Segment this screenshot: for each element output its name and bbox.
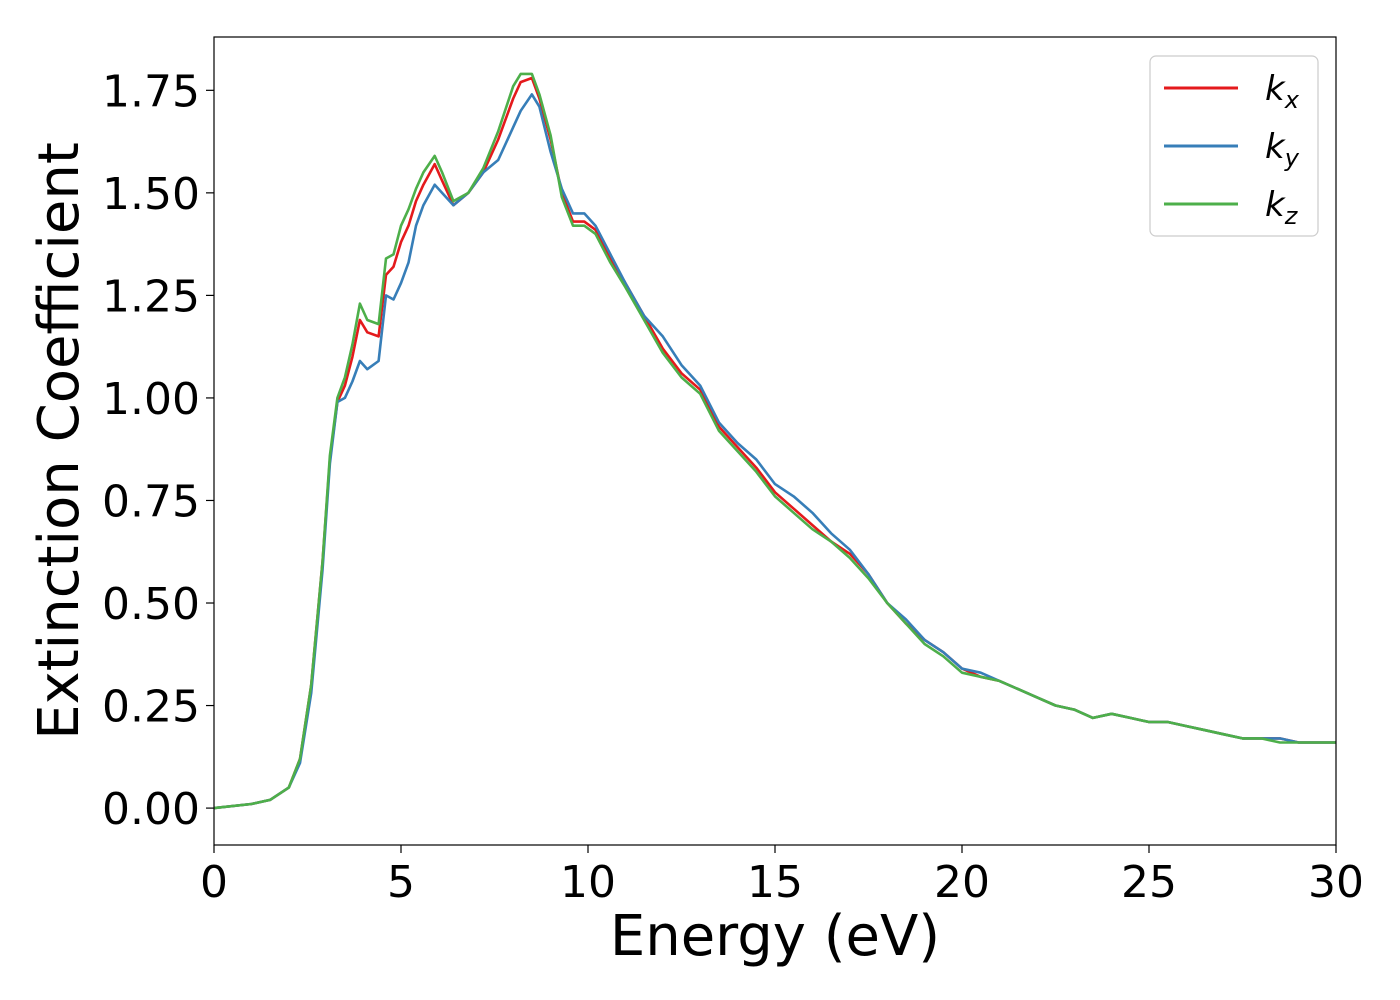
legend-label-z: kz: [1265, 185, 1299, 230]
x-tick-label: 15: [747, 857, 803, 908]
x-tick-label: 10: [560, 857, 616, 908]
y-tick-label: 1.50: [102, 169, 200, 220]
y-tick-label: 1.75: [102, 66, 200, 117]
series-line-z: [213, 72, 1336, 810]
x-tick-label: 30: [1308, 857, 1364, 908]
y-tick-label: 0.50: [102, 579, 200, 630]
x-axis-label: Energy (eV): [610, 904, 940, 969]
x-tick-label: 0: [200, 857, 228, 908]
series-layer: [213, 72, 1336, 810]
x-tick-label: 5: [387, 857, 415, 908]
legend-label-x: kx: [1265, 69, 1300, 114]
y-axis: 0.00 0.25 0.50 0.75 1.00 1.25 1.50 1.75: [102, 66, 214, 835]
legend-label-y: ky: [1265, 127, 1300, 172]
x-tick-label: 20: [934, 857, 990, 908]
x-axis: 0 5 10 15 20 25 30: [200, 845, 1364, 908]
y-axis-label: Extinction Coefficient: [27, 142, 92, 740]
y-tick-label: 1.25: [102, 271, 200, 322]
x-tick-label: 25: [1121, 857, 1177, 908]
y-tick-label: 0.75: [102, 476, 200, 527]
y-tick-label: 1.00: [102, 374, 200, 425]
legend: kx ky kz: [1149, 55, 1319, 237]
y-tick-label: 0.00: [102, 784, 200, 835]
y-tick-label: 0.25: [102, 682, 200, 733]
